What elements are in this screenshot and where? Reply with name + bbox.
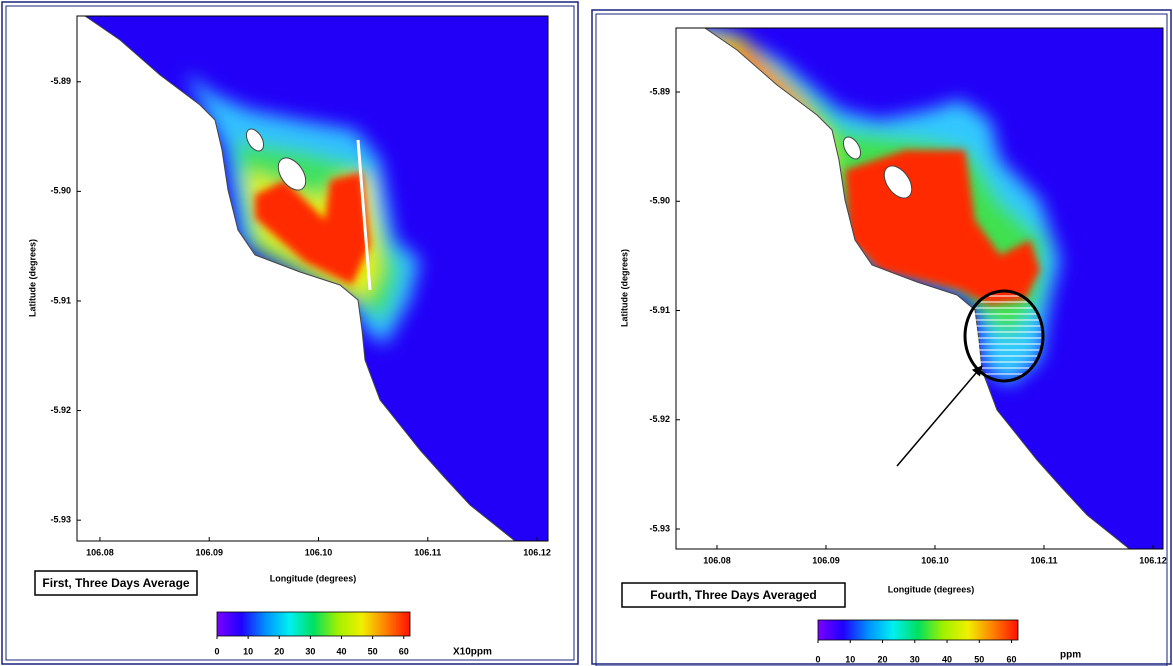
x-tick-label: 106.10 (921, 555, 949, 565)
y-axis-label: Latitude (degrees) (619, 249, 629, 327)
y-tick-label: -5.89 (50, 76, 71, 86)
caption-box (34, 570, 198, 596)
caption: First, Three Days Average (42, 576, 190, 590)
x-tick-label: 106.10 (305, 547, 333, 557)
island (245, 128, 265, 152)
map (676, 28, 1163, 549)
colorbar-tick-label: 40 (337, 646, 347, 656)
colorbar-tick-label: 60 (1007, 654, 1017, 664)
panel-frame (595, 13, 1168, 666)
island (883, 165, 913, 199)
island (842, 136, 862, 160)
caption-box (621, 582, 846, 608)
y-tick-label: -5.91 (50, 295, 71, 305)
y-axis-label: Latitude (degrees) (27, 239, 37, 317)
colorbar-unit: X10ppm (453, 647, 492, 658)
y-tick-label: -5.92 (649, 414, 670, 424)
panel-frame (5, 5, 575, 661)
x-tick-label: 106.12 (523, 547, 551, 557)
highlight-circle (963, 289, 1045, 383)
colorbar-tick-label: 20 (274, 646, 284, 656)
plot-frame (675, 27, 1164, 550)
plot-frame (76, 15, 549, 542)
colorbar-tick-label: 10 (243, 646, 253, 656)
x-axis-label: Longitude (degrees) (888, 584, 975, 594)
colorbar (216, 611, 411, 637)
colorbar-tick-label: 30 (305, 646, 315, 656)
x-tick-label: 106.11 (1030, 555, 1057, 565)
island (277, 157, 307, 191)
x-axis-label: Longitude (degrees) (270, 573, 357, 583)
y-tick-label: -5.89 (649, 86, 670, 96)
colorbar-tick-label: 0 (214, 646, 219, 656)
arrow (896, 365, 983, 467)
colorbar-tick-label: 40 (942, 654, 952, 664)
plume-core (255, 172, 370, 285)
y-tick-label: -5.90 (50, 186, 71, 196)
colorbar-tick-label: 0 (815, 654, 820, 664)
colorbar-tick-label: 50 (368, 646, 378, 656)
panel-frame (1, 1, 579, 665)
x-tick-label: 106.08 (703, 555, 731, 565)
map (77, 16, 548, 541)
colorbar-tick-label: 60 (399, 646, 409, 656)
panel-frame (591, 9, 1172, 665)
colorbar (817, 619, 1019, 641)
colorbar-tick-label: 20 (878, 654, 888, 664)
caption: Fourth, Three Days Averaged (650, 588, 817, 602)
colorbar-tick-label: 50 (974, 654, 984, 664)
pier (356, 139, 372, 291)
y-tick-label: -5.90 (649, 196, 670, 206)
colorbar-unit: ppm (1060, 650, 1081, 661)
y-tick-label: -5.92 (50, 405, 71, 415)
colorbar-tick-label: 30 (910, 654, 920, 664)
hatching (965, 295, 1043, 375)
colorbar-tick-label: 10 (845, 654, 855, 664)
x-tick-label: 106.12 (1139, 555, 1167, 565)
x-tick-label: 106.09 (195, 547, 223, 557)
x-tick-label: 106.09 (812, 555, 840, 565)
x-tick-label: 106.08 (86, 547, 114, 557)
x-tick-label: 106.11 (414, 547, 441, 557)
y-tick-label: -5.91 (649, 305, 670, 315)
y-tick-label: -5.93 (50, 515, 71, 525)
y-tick-label: -5.93 (649, 523, 670, 533)
